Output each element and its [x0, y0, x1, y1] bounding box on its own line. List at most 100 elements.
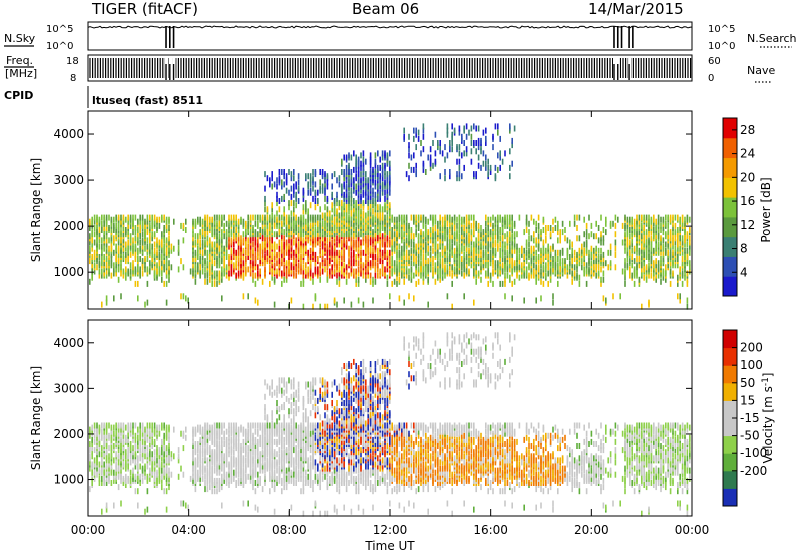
power-cell — [384, 270, 386, 277]
power-cell — [561, 220, 564, 227]
power-cell — [511, 137, 513, 144]
power-cell — [501, 216, 504, 223]
power-cell — [252, 214, 254, 221]
power-cell — [113, 266, 115, 273]
power-cell — [396, 220, 398, 227]
power-cell — [492, 144, 494, 151]
power-cell — [367, 264, 369, 271]
power-cell — [105, 233, 108, 240]
power-cell — [389, 160, 391, 167]
y-tick-label: 3000 — [53, 173, 84, 187]
power-cell — [283, 264, 285, 271]
power-cell — [506, 214, 509, 221]
power-cell — [153, 268, 156, 275]
power-cell — [326, 183, 329, 190]
power-cell — [669, 260, 672, 267]
power-cell — [300, 268, 302, 275]
power-cell — [153, 218, 156, 225]
power-cell — [463, 164, 465, 171]
power-cell — [665, 247, 667, 254]
power-cell — [240, 249, 242, 256]
power-cell — [225, 237, 228, 244]
power-cell — [535, 227, 537, 233]
power-cell — [458, 164, 461, 171]
power-cell — [290, 193, 293, 200]
power-cell — [218, 270, 221, 277]
power-cell — [362, 210, 365, 217]
power-cell — [314, 260, 317, 267]
power-cell — [161, 241, 163, 248]
power-cell — [602, 260, 605, 267]
power-cell — [283, 229, 285, 236]
power-cell — [437, 266, 439, 273]
power-cell — [281, 251, 283, 258]
power-cell — [309, 262, 312, 269]
power-cell — [300, 227, 302, 233]
power-cell — [679, 293, 681, 300]
power-cell — [257, 241, 259, 248]
power-cell — [573, 220, 576, 227]
power-cell — [206, 270, 209, 277]
power-colorbar-tick-label: 20 — [740, 170, 755, 184]
power-cell — [633, 229, 636, 236]
power-cell — [405, 260, 408, 267]
power-cell — [317, 225, 319, 231]
power-cell — [103, 270, 105, 277]
power-cell — [192, 218, 194, 225]
power-cell — [573, 214, 576, 221]
power-cell — [331, 183, 333, 190]
power-cell — [163, 262, 165, 269]
power-cell — [309, 239, 312, 246]
power-cell — [595, 258, 597, 265]
power-cell — [230, 237, 233, 244]
power-cell — [494, 164, 497, 171]
power-cell — [665, 241, 667, 248]
power-cell — [449, 241, 451, 248]
power-cell — [254, 229, 257, 236]
power-cell — [475, 254, 477, 260]
power-colorbar-tick-label: 16 — [740, 194, 755, 208]
power-cell — [321, 229, 324, 236]
power-cell — [348, 162, 350, 169]
power-cell — [360, 187, 362, 194]
power-cell — [569, 260, 571, 267]
power-cell — [206, 249, 209, 256]
power-cell — [420, 150, 422, 157]
power-cell — [576, 225, 578, 231]
power-cell — [302, 204, 305, 211]
power-cell — [437, 220, 439, 227]
power-cell — [446, 214, 449, 221]
power-cell — [552, 266, 554, 273]
power-cell — [348, 195, 350, 202]
power-cell — [281, 280, 283, 287]
power-cell — [672, 225, 674, 231]
power-cell — [331, 214, 333, 221]
power-cell — [247, 293, 249, 300]
power-cell — [449, 220, 451, 227]
power-cell — [108, 225, 110, 231]
power-cell — [384, 189, 386, 196]
power-cell — [669, 247, 672, 254]
power-cell — [173, 245, 175, 252]
power-cell — [657, 264, 660, 271]
power-cell — [221, 270, 223, 277]
power-cell — [585, 262, 588, 269]
power-cell — [386, 171, 389, 178]
power-cell — [266, 222, 269, 229]
power-cell — [549, 245, 552, 252]
power-cell — [689, 227, 691, 233]
power-cell — [249, 247, 252, 254]
power-cell — [350, 177, 353, 184]
power-cell — [271, 183, 273, 190]
power-cell — [357, 166, 360, 173]
power-cell — [91, 245, 93, 252]
power-cell — [554, 216, 557, 223]
power-cell — [417, 225, 420, 231]
power-cell — [225, 264, 228, 271]
power-cell — [559, 229, 561, 236]
power-cell — [489, 220, 492, 227]
power-cell — [362, 150, 365, 157]
power-cell — [449, 169, 451, 175]
power-cell — [329, 214, 331, 221]
